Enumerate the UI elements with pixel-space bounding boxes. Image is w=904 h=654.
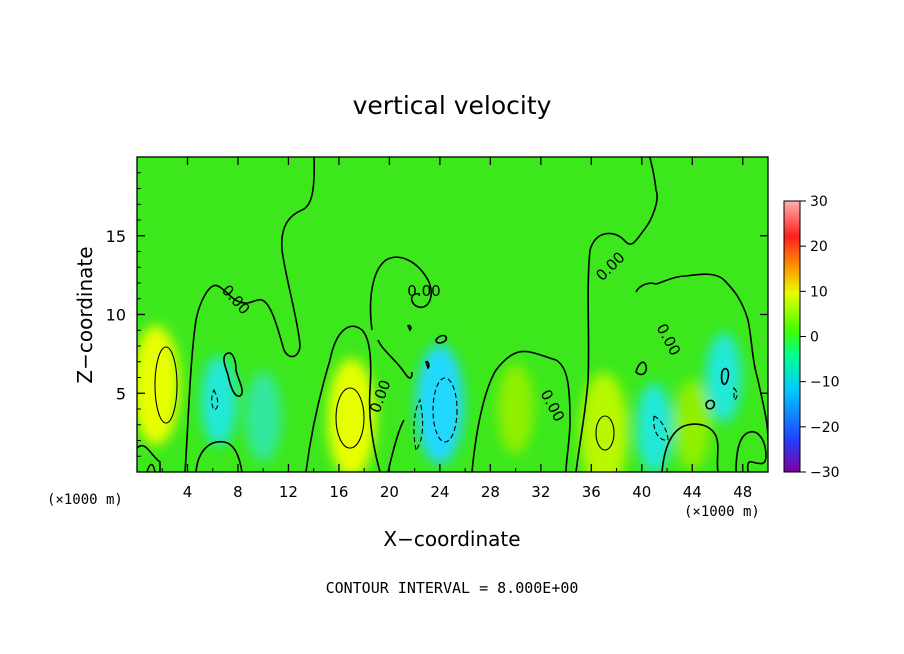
contour-line — [184, 157, 315, 472]
contour-line — [720, 367, 730, 385]
contour-value-label: 0.00 — [407, 282, 440, 300]
field-features — [137, 325, 742, 472]
x-tick-label: 24 — [430, 483, 449, 501]
contour-line — [653, 415, 669, 441]
y-tick-label: 5 — [116, 384, 126, 403]
field-feature-7 — [705, 332, 742, 423]
contour-interval-note: CONTOUR INTERVAL = 8.000E+00 — [326, 579, 579, 597]
colorbar-tick-label: 30 — [810, 194, 828, 210]
field-feature-2 — [579, 372, 628, 472]
contour-line — [137, 445, 161, 472]
contour-line — [733, 386, 738, 401]
positive-contours — [154, 346, 615, 451]
contour-line — [635, 361, 648, 376]
colorbar-tick-label: −30 — [810, 465, 840, 481]
field-feature-6 — [245, 371, 282, 462]
contour-line — [575, 157, 658, 472]
colorbar-gradient — [783, 200, 801, 473]
contour-line — [407, 324, 412, 332]
contour-line — [595, 415, 615, 451]
contour-line — [335, 387, 365, 449]
y-tick-label: 15 — [106, 227, 126, 246]
x-tick-label: 4 — [183, 483, 193, 501]
field-feature-8 — [497, 364, 534, 454]
colorbar: 30 20 10 0 −10 −20 −30 — [783, 194, 840, 481]
x-tick-label: 12 — [279, 483, 298, 501]
contour-line — [635, 273, 768, 441]
contour-line — [435, 334, 448, 344]
colorbar-tick-label: 20 — [810, 239, 828, 255]
x-tick-label: 36 — [582, 483, 601, 501]
x-unit-right: (×1000 m) — [684, 504, 760, 520]
colorbar-tick-label: 0 — [810, 330, 819, 346]
chart-title: vertical velocity — [353, 91, 552, 120]
x-axis-ticks: 4 8 12 16 20 24 28 32 36 40 44 48 — [161, 157, 752, 501]
colorbar-ticks: 30 20 10 0 −10 −20 −30 — [800, 194, 840, 481]
contour-line — [661, 423, 719, 472]
colorbar-tick-label: −10 — [810, 375, 840, 391]
contour-line — [195, 441, 243, 472]
contour-line — [413, 398, 424, 452]
contour-line — [471, 350, 571, 472]
contour-line — [432, 377, 458, 443]
contour-line — [154, 346, 178, 424]
field-feature-3 — [415, 344, 464, 465]
colorbar-tick-label: 10 — [810, 284, 828, 300]
x-tick-label: 8 — [233, 483, 243, 501]
x-tick-label: 32 — [531, 483, 550, 501]
x-unit-left: (×1000 m) — [47, 492, 123, 508]
x-tick-label: 44 — [683, 483, 702, 501]
x-tick-label: 20 — [380, 483, 399, 501]
field-feature-4 — [201, 356, 238, 447]
contour-line — [735, 431, 767, 472]
contour-line — [705, 399, 716, 410]
y-axis-ticks: 5 10 15 — [106, 172, 768, 457]
negative-contours — [211, 377, 738, 452]
y-axis-label: Z−coordinate — [73, 246, 97, 383]
x-axis-label: X−coordinate — [383, 527, 520, 551]
x-tick-label: 28 — [481, 483, 500, 501]
x-tick-label: 48 — [733, 483, 752, 501]
colorbar-tick-label: −20 — [810, 420, 840, 436]
contour-line — [425, 360, 430, 370]
contour-line — [305, 325, 381, 472]
y-tick-label: 10 — [106, 306, 126, 325]
contour-line — [223, 352, 243, 397]
field-feature-0 — [137, 325, 180, 446]
field-feature-1 — [327, 358, 376, 472]
contour-line — [369, 256, 432, 379]
x-tick-label: 40 — [632, 483, 651, 501]
plot-area: 0.000.00 0.000.000.000.00 — [137, 157, 768, 472]
x-tick-label: 16 — [329, 483, 348, 501]
zero-contours — [137, 157, 768, 472]
contour-line — [146, 463, 156, 472]
